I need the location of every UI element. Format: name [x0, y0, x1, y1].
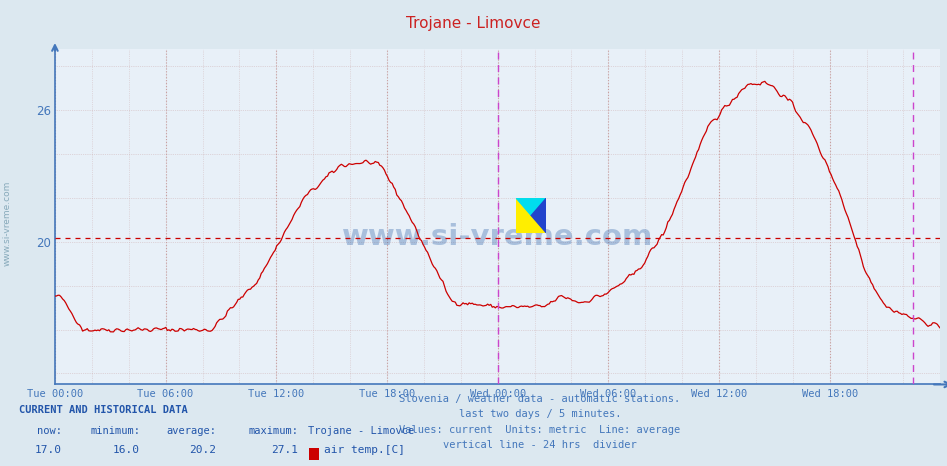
Text: Values: current  Units: metric  Line: average: Values: current Units: metric Line: aver…	[400, 425, 680, 434]
Text: Trojane - Limovce: Trojane - Limovce	[308, 426, 414, 436]
Text: www.si-vreme.com: www.si-vreme.com	[3, 181, 12, 267]
Text: average:: average:	[166, 426, 216, 436]
Text: CURRENT AND HISTORICAL DATA: CURRENT AND HISTORICAL DATA	[19, 405, 188, 415]
Polygon shape	[531, 198, 546, 233]
Text: minimum:: minimum:	[90, 426, 140, 436]
Text: now:: now:	[37, 426, 62, 436]
Text: Trojane - Limovce: Trojane - Limovce	[406, 16, 541, 31]
Text: Slovenia / weather data - automatic stations.: Slovenia / weather data - automatic stat…	[400, 394, 680, 404]
Text: 16.0: 16.0	[113, 445, 140, 455]
Text: last two days / 5 minutes.: last two days / 5 minutes.	[458, 409, 621, 419]
Text: www.si-vreme.com: www.si-vreme.com	[342, 223, 653, 251]
Text: 27.1: 27.1	[271, 445, 298, 455]
Text: 20.2: 20.2	[188, 445, 216, 455]
Text: air temp.[C]: air temp.[C]	[324, 445, 405, 455]
Text: 17.0: 17.0	[34, 445, 62, 455]
Text: vertical line - 24 hrs  divider: vertical line - 24 hrs divider	[443, 440, 636, 450]
Text: maximum:: maximum:	[248, 426, 298, 436]
Polygon shape	[516, 198, 546, 215]
